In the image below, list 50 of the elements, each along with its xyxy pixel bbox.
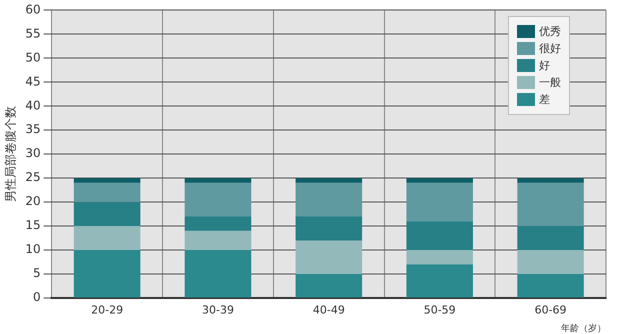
bar [406,182,473,222]
y-tick-label: 5 [33,266,41,280]
bar [74,202,140,226]
bar [517,182,584,226]
bar [296,178,362,183]
y-tick-label: 10 [25,242,41,256]
x-axis-title: 年龄（岁） [561,322,606,334]
y-tick-label: 30 [25,146,41,160]
y-tick-label: 60 [25,2,41,16]
y-tick-label: 40 [25,98,41,112]
x-tick-label: 40-49 [312,303,345,316]
bar [406,250,473,264]
bar [406,221,473,250]
bar [74,226,140,250]
bar [406,264,473,298]
legend-label: 优秀 [539,24,561,39]
bar [74,182,140,202]
y-tick-label: 0 [33,290,41,304]
y-axis-title: 男性局部卷腹个数 [3,106,18,202]
legend-label: 一般 [539,75,561,90]
bar [296,182,362,216]
x-tick-label: 60-69 [534,303,567,316]
legend-label: 差 [539,92,550,107]
y-tick-label: 15 [25,218,41,232]
x-tick-label: 30-39 [202,303,234,316]
bar [184,250,252,298]
x-tick-label: 50-59 [424,303,456,316]
bar [517,274,584,298]
x-tick-label: 20-29 [91,303,124,316]
y-tick-label: 45 [25,74,41,88]
bar [517,250,584,274]
legend-label: 很好 [539,41,561,56]
bar [184,216,252,231]
bar [296,216,362,240]
bar [517,226,584,250]
bar [184,182,252,216]
bar [74,250,140,298]
legend-label: 好 [539,58,550,73]
y-tick-label: 35 [25,122,41,136]
y-tick-label: 25 [25,170,41,184]
y-tick-label: 50 [25,50,41,64]
bar [184,230,252,250]
bar [296,274,362,298]
y-tick-label: 55 [25,26,41,40]
bar [517,178,584,183]
bar [74,178,140,183]
bar [296,240,362,274]
y-tick-label: 20 [25,194,41,208]
bar [406,178,473,183]
bar [184,178,252,183]
